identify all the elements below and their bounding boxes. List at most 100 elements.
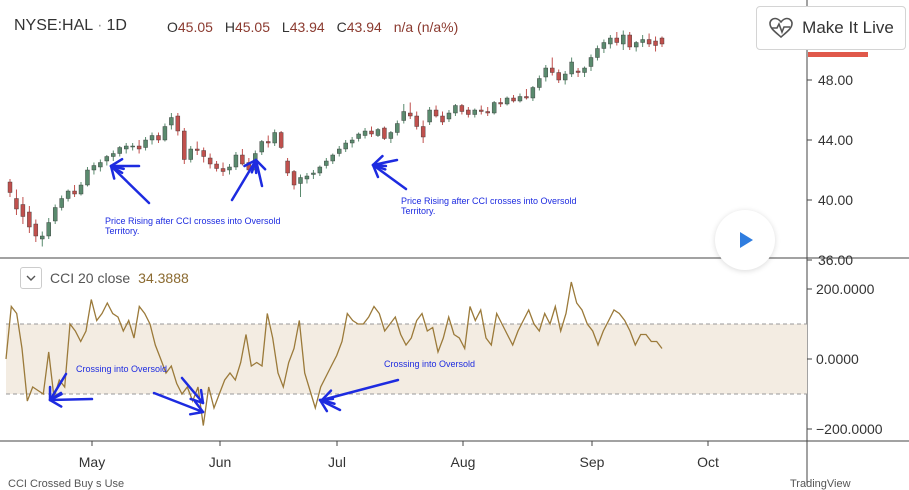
candle-body bbox=[433, 109, 439, 117]
candle-body bbox=[420, 126, 426, 138]
candle-body bbox=[582, 67, 587, 73]
open-value: 45.05 bbox=[177, 19, 213, 35]
candle-body bbox=[214, 163, 219, 169]
candle-body bbox=[317, 166, 323, 174]
arrow-price-3b-head bbox=[371, 154, 387, 171]
candle-body bbox=[646, 39, 652, 45]
candle-body bbox=[285, 160, 290, 174]
arrow-price-3b-shaft bbox=[371, 158, 399, 167]
price-tick-label: 36.00 bbox=[818, 252, 853, 268]
candle-body bbox=[149, 135, 155, 141]
candle-body bbox=[169, 117, 174, 126]
candle-body bbox=[556, 72, 561, 81]
candle-body bbox=[337, 148, 342, 154]
candle-body bbox=[227, 166, 232, 171]
arrow-cci-3b-shaft bbox=[318, 398, 342, 412]
candle-body bbox=[278, 132, 284, 148]
candle-body bbox=[188, 148, 193, 160]
candle-body bbox=[640, 39, 645, 43]
cci-band-fill bbox=[6, 324, 807, 394]
candle-body bbox=[98, 162, 103, 168]
candle-body bbox=[550, 67, 555, 73]
candle-body bbox=[59, 198, 64, 208]
cci-legend: CCI 20 close 34.3888 bbox=[20, 266, 189, 290]
separator-dot: · bbox=[97, 17, 103, 34]
candle-body bbox=[240, 154, 245, 165]
arrow-cci-1 bbox=[48, 391, 94, 408]
candle-body bbox=[479, 109, 484, 112]
candle-body bbox=[311, 172, 316, 175]
candle-body bbox=[653, 40, 658, 46]
candle-body bbox=[182, 130, 187, 160]
candle-body bbox=[375, 129, 381, 136]
candle-body bbox=[562, 73, 568, 81]
time-tick-label: May bbox=[79, 454, 105, 470]
play-button[interactable] bbox=[715, 210, 775, 270]
candle-body bbox=[485, 111, 490, 114]
candle-body bbox=[162, 126, 168, 141]
symbol-name[interactable]: NYSE:HAL bbox=[14, 17, 94, 34]
candle-body bbox=[362, 130, 368, 136]
close-key: C bbox=[336, 19, 347, 35]
candle-body bbox=[117, 147, 122, 154]
candle-body bbox=[130, 145, 135, 148]
symbol-header: NYSE:HAL · 1D bbox=[14, 17, 127, 35]
annotation-text-4: Crossing into Oversold bbox=[384, 359, 476, 369]
candle-body bbox=[498, 102, 503, 105]
arrow-cci-3-shaft bbox=[320, 378, 400, 402]
candle-body bbox=[537, 78, 542, 88]
candle-body bbox=[111, 153, 116, 157]
arrow-cci-2 bbox=[152, 391, 205, 416]
candle-body bbox=[440, 115, 445, 123]
arrow-price-2b-head bbox=[243, 158, 258, 175]
candle-body bbox=[46, 222, 51, 237]
footer-left: CCI Crossed Buy s Use bbox=[8, 478, 125, 490]
candle-body bbox=[156, 135, 161, 141]
candle-body bbox=[369, 130, 374, 135]
close-value: 43.94 bbox=[346, 19, 382, 35]
arrow-price-1b-head bbox=[109, 157, 124, 175]
heart-pulse-icon bbox=[769, 17, 793, 39]
time-tick-label: Aug bbox=[451, 454, 476, 470]
open-key: O bbox=[167, 19, 178, 35]
candle-body bbox=[233, 154, 239, 168]
candle-body bbox=[466, 109, 471, 115]
interval-label[interactable]: 1D bbox=[106, 17, 127, 34]
candle-body bbox=[621, 34, 626, 45]
candle-body bbox=[472, 109, 477, 115]
candle-body bbox=[588, 57, 594, 67]
cci-line bbox=[5, 281, 663, 426]
candle-body bbox=[491, 102, 497, 114]
candle-body bbox=[85, 169, 90, 186]
candle-body bbox=[633, 42, 639, 48]
arrow-cci-3b-head bbox=[318, 397, 335, 413]
candle-body bbox=[511, 97, 516, 102]
candle-body bbox=[78, 184, 84, 195]
low-value: 43.94 bbox=[289, 19, 325, 35]
arrow-cci-1b-head bbox=[48, 385, 63, 402]
arrow-cci-1b-shaft bbox=[48, 372, 68, 402]
arrow-price-1-shaft bbox=[109, 164, 151, 205]
candle-body bbox=[543, 67, 549, 78]
cci-legend-value: 34.3888 bbox=[138, 270, 189, 286]
price-tick-label: 44.00 bbox=[818, 132, 853, 148]
candle-body bbox=[266, 141, 271, 144]
make-it-live-button[interactable]: Make It Live bbox=[756, 6, 906, 50]
candle-body bbox=[427, 109, 432, 123]
candle-body bbox=[395, 123, 400, 133]
candle-body bbox=[382, 127, 387, 139]
candle-body bbox=[65, 190, 71, 199]
arrow-cci-2b-shaft bbox=[180, 376, 205, 405]
candle-body bbox=[330, 154, 335, 162]
candle-body bbox=[136, 145, 142, 150]
collapse-toggle[interactable] bbox=[20, 267, 42, 289]
cci-tick-label: −200.0000 bbox=[816, 421, 883, 437]
arrow-price-2b bbox=[230, 158, 258, 202]
candle-body bbox=[143, 139, 148, 148]
make-it-live-label: Make It Live bbox=[802, 18, 894, 37]
candle-body bbox=[459, 105, 465, 112]
candle-body bbox=[524, 96, 529, 99]
time-tick-label: Jun bbox=[209, 454, 232, 470]
high-key: H bbox=[224, 19, 235, 35]
